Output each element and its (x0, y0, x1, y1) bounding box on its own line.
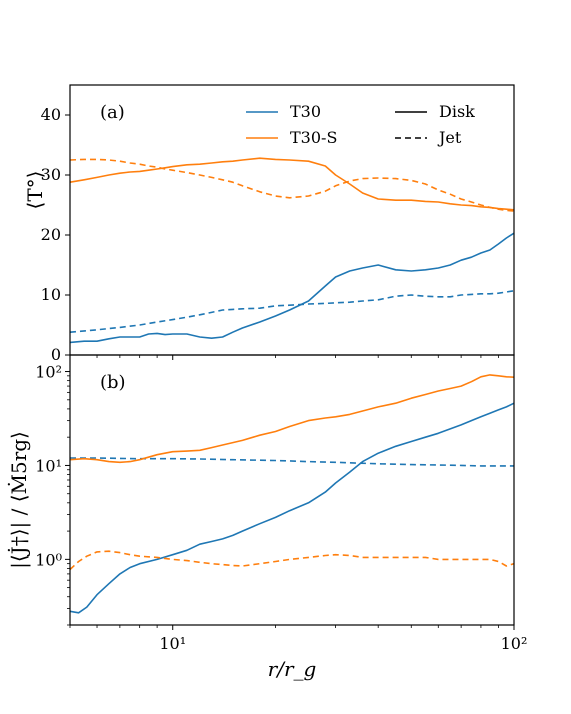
panel-b-yticks: 10⁰ 10¹ 10² (35, 363, 70, 626)
panel-a-t30-jet-line (69, 290, 515, 333)
x-axis-label: r/r_g (268, 657, 317, 681)
panel-b-ytick-label: 10⁰ (35, 550, 62, 569)
panel-b-frame (69, 354, 515, 626)
panel-a-ylabel-text: ⟨T°⟩ (23, 171, 47, 210)
panel-b-t30-disk-line (69, 402, 515, 614)
legend-disk-label: Disk (439, 102, 475, 121)
panel-a-ytick-label: 20 (41, 225, 61, 244)
panel-b-ylabel: |⟨J̇†⟩| / ⟨Ṁ5rg⟩ (7, 431, 32, 569)
panel-b-t30-s-jet-line (69, 550, 515, 571)
panel-b-xticks: 10¹ 10² (69, 355, 528, 653)
panel-b: 10⁰ 10¹ 10² 10¹ 10² (b) |⟨J̇†⟩| / ⟨Ṁ5rg⟩ (7, 354, 528, 653)
panel-b-label: (b) (100, 372, 126, 393)
panel-b-ytick-label: 10¹ (35, 456, 62, 475)
panel-a-ytick-label: 0 (51, 345, 61, 364)
panel-a-ytick-label: 40 (41, 105, 61, 124)
panel-a-ytick-label: 30 (41, 165, 61, 184)
panel-b-t30-s-disk-line (69, 374, 515, 464)
legend-t30-label: T30 (290, 102, 321, 121)
legend-jet-label: Jet (437, 128, 462, 147)
panel-a: 0 10 20 30 40 (a) T30 Disk T30-S Jet ⟨T°⟩ (23, 84, 515, 364)
panel-a-frame (69, 84, 515, 356)
panel-a-t30-s-disk-line (69, 157, 515, 211)
panel-a-t30-disk-line (69, 232, 515, 344)
panel-b-ytick-label: 10² (35, 363, 62, 382)
panel-b-ylabel-text: |⟨J̇†⟩| / ⟨Ṁ5rg⟩ (7, 431, 32, 569)
panel-a-ylabel: ⟨T°⟩ (23, 171, 47, 210)
panel-a-ytick-label: 10 (41, 285, 61, 304)
panel-a-label: (a) (100, 102, 125, 123)
legend-t30-s-label: T30-S (290, 128, 337, 147)
panel-b-xtick-label: 10¹ (159, 634, 186, 653)
panel-a-series (69, 157, 515, 344)
panel-b-t30-jet-line (70, 457, 514, 467)
panel-b-series (69, 374, 515, 614)
panel-b-xtick-label: 10² (501, 634, 528, 653)
panel-a-t30-s-jet-line (69, 158, 515, 212)
legend: T30 Disk T30-S Jet (246, 102, 475, 147)
panel-a-yticks: 0 10 20 30 40 (41, 105, 70, 364)
